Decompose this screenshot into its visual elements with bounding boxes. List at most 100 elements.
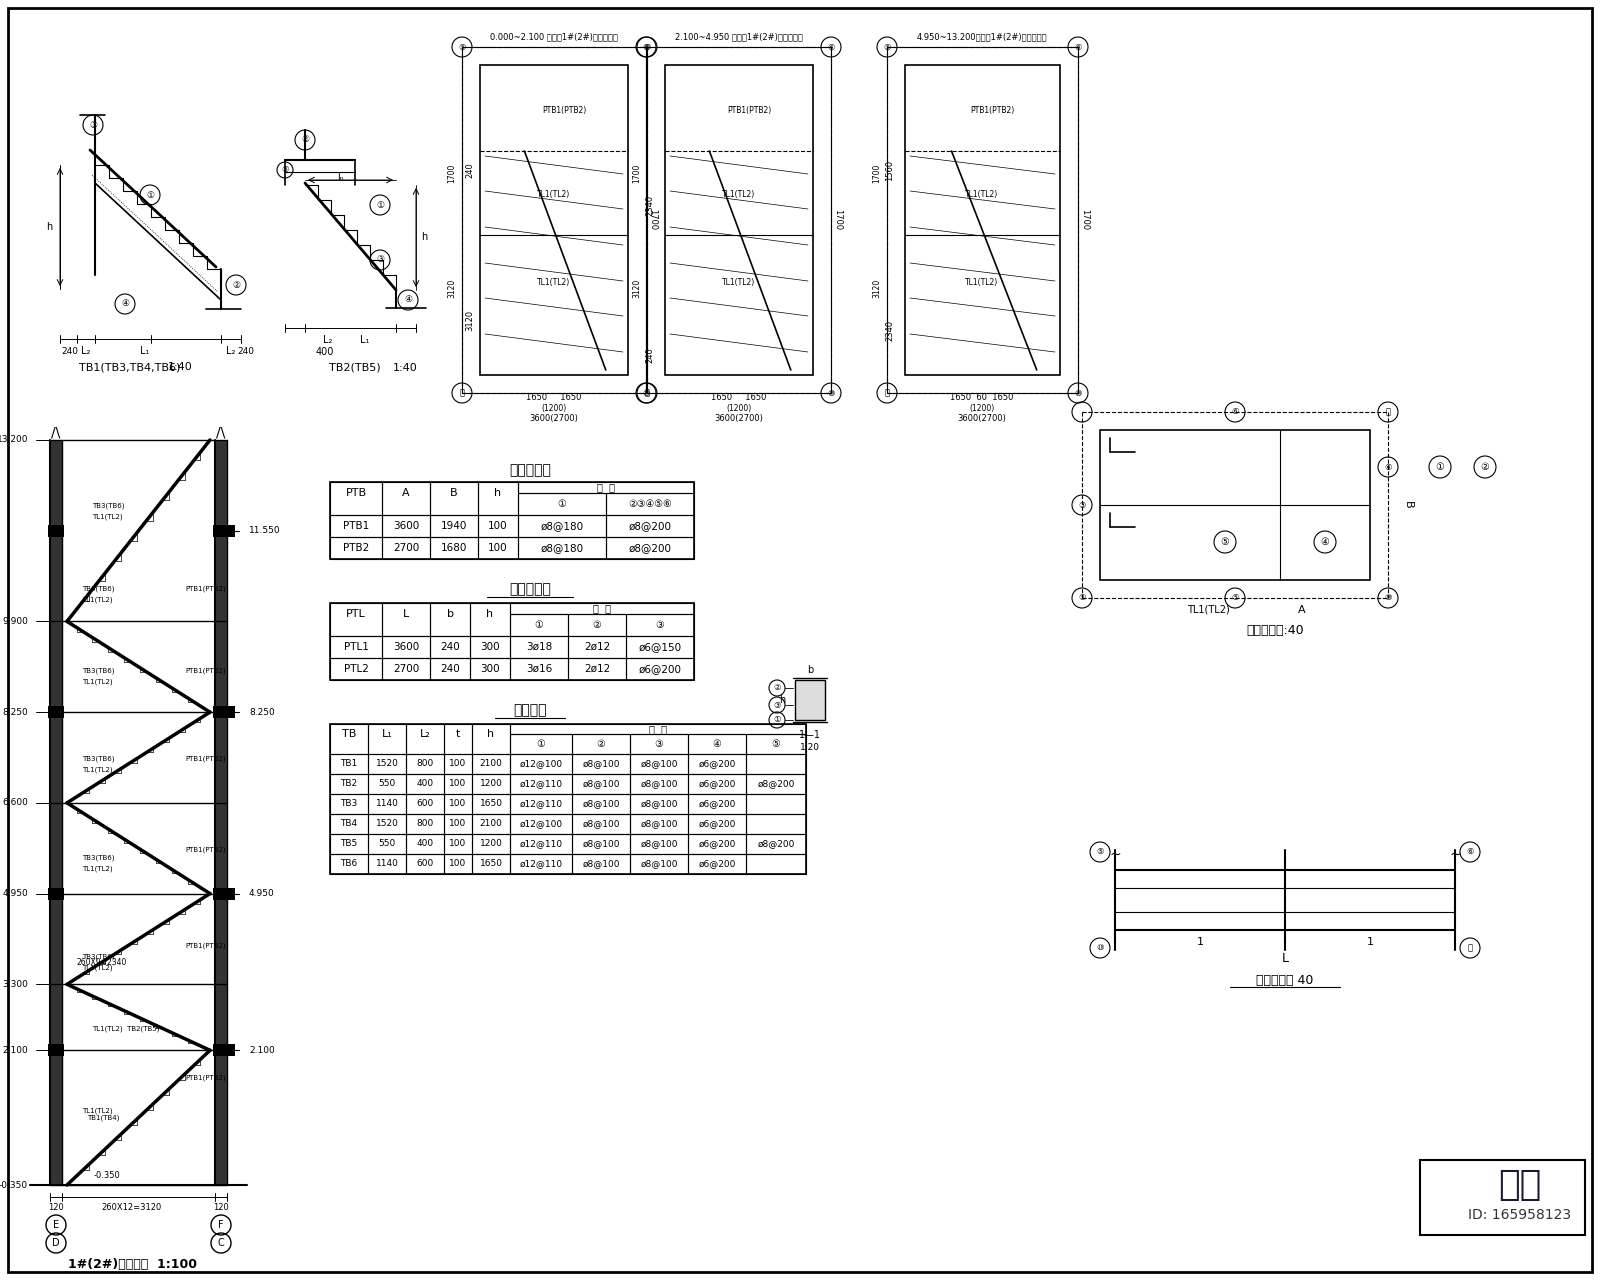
Bar — [688, 733, 746, 754]
Bar — [795, 680, 826, 719]
Text: A: A — [1298, 605, 1306, 614]
Text: ②: ② — [232, 280, 240, 289]
Bar — [568, 636, 626, 658]
Text: TL1(TL2): TL1(TL2) — [82, 596, 112, 603]
Bar — [382, 483, 430, 515]
Text: ⑤: ⑤ — [771, 739, 781, 749]
Text: 260X9=2340: 260X9=2340 — [77, 957, 126, 966]
Text: PTB2: PTB2 — [342, 543, 370, 553]
Text: 100: 100 — [450, 840, 467, 849]
Text: TB1: TB1 — [341, 759, 358, 768]
Text: ø8@200: ø8@200 — [629, 521, 672, 531]
Text: 300: 300 — [480, 664, 499, 675]
Bar — [746, 733, 806, 754]
Bar — [445, 794, 472, 814]
Text: ø8@100: ø8@100 — [582, 780, 619, 788]
Text: PTB1(PTB2): PTB1(PTB2) — [970, 106, 1014, 115]
Text: 平台板配筋:40: 平台板配筋:40 — [1246, 623, 1304, 636]
Bar — [368, 854, 406, 874]
Text: ⑥: ⑥ — [642, 42, 650, 51]
Text: ø12@110: ø12@110 — [520, 780, 563, 788]
Text: ID: 165958123: ID: 165958123 — [1469, 1208, 1571, 1222]
Text: ⑩: ⑩ — [1074, 389, 1082, 398]
Text: 1700: 1700 — [632, 164, 642, 183]
Bar — [573, 835, 630, 854]
Text: ①: ① — [376, 201, 384, 210]
Text: h: h — [488, 730, 494, 739]
Text: 3120: 3120 — [632, 279, 642, 298]
Bar — [213, 707, 235, 718]
Text: 3ø18: 3ø18 — [526, 643, 552, 652]
Bar — [48, 525, 64, 536]
Text: ø6@200: ø6@200 — [698, 819, 736, 828]
Text: PTB1: PTB1 — [342, 521, 370, 531]
Bar — [688, 854, 746, 874]
Text: ④: ④ — [403, 296, 413, 305]
Text: 1:40: 1:40 — [392, 364, 418, 372]
Text: ø12@100: ø12@100 — [520, 759, 563, 768]
Text: E: E — [53, 1220, 59, 1230]
Bar — [330, 483, 694, 559]
Bar — [330, 603, 694, 680]
Text: 1#(2#)楼梯剖面  1:100: 1#(2#)楼梯剖面 1:100 — [67, 1258, 197, 1271]
Text: ø8@100: ø8@100 — [582, 840, 619, 849]
Text: 1:40: 1:40 — [168, 362, 192, 372]
Bar — [746, 794, 806, 814]
Text: B: B — [1403, 502, 1413, 509]
Bar — [213, 1044, 235, 1056]
Bar — [472, 774, 510, 794]
Text: TB3(TB6): TB3(TB6) — [93, 503, 125, 509]
Text: ⑤: ⑤ — [1078, 594, 1086, 603]
Text: 100: 100 — [450, 800, 467, 809]
Text: 800: 800 — [416, 759, 434, 768]
Text: ø12@110: ø12@110 — [520, 859, 563, 869]
Text: ①: ① — [146, 191, 154, 200]
Text: b: b — [806, 666, 813, 675]
Bar — [518, 483, 694, 493]
Text: TL1(TL2): TL1(TL2) — [722, 191, 755, 200]
Bar — [472, 794, 510, 814]
Text: TL1(TL2): TL1(TL2) — [82, 678, 112, 685]
Text: TB2(TB5): TB2(TB5) — [330, 364, 381, 372]
Text: TL1(TL2): TL1(TL2) — [82, 865, 112, 872]
Bar — [630, 854, 688, 874]
Text: 0.000~2.100 层梯间1#(2#)结构平面图: 0.000~2.100 层梯间1#(2#)结构平面图 — [490, 32, 618, 41]
Text: 1560: 1560 — [885, 160, 894, 180]
Text: 1650: 1650 — [480, 800, 502, 809]
Text: ⑩: ⑩ — [642, 389, 650, 398]
Text: L: L — [403, 609, 410, 620]
Text: TB1(TB3,TB4,TB6): TB1(TB3,TB4,TB6) — [80, 362, 181, 372]
Bar — [330, 774, 368, 794]
Bar — [430, 483, 478, 515]
Bar — [368, 774, 406, 794]
Bar — [382, 515, 430, 538]
Text: 240: 240 — [440, 643, 459, 652]
Text: 9.900: 9.900 — [2, 617, 29, 626]
Text: ø8@100: ø8@100 — [582, 859, 619, 869]
Bar — [886, 47, 1078, 393]
Text: ③: ③ — [90, 120, 98, 129]
Bar — [430, 603, 470, 636]
Text: 1700: 1700 — [648, 210, 658, 230]
Text: 斜板信息: 斜板信息 — [514, 703, 547, 717]
Text: TB3(TB6): TB3(TB6) — [82, 668, 115, 675]
Text: L₂: L₂ — [226, 346, 235, 356]
Text: 240: 240 — [237, 347, 254, 356]
Text: L: L — [1282, 951, 1288, 965]
Text: PTB1(PTB2): PTB1(PTB2) — [186, 942, 226, 948]
Bar — [568, 658, 626, 680]
Text: 100: 100 — [450, 819, 467, 828]
Text: TB1(TB4): TB1(TB4) — [86, 1115, 120, 1121]
Text: ⑩: ⑩ — [827, 389, 835, 398]
Text: PTB1(PTB2): PTB1(PTB2) — [186, 585, 226, 591]
Text: 3600(2700): 3600(2700) — [530, 415, 579, 424]
Bar — [626, 614, 694, 636]
Bar — [480, 65, 627, 375]
Text: 120: 120 — [48, 1202, 64, 1211]
Bar — [330, 515, 382, 538]
Bar — [330, 835, 368, 854]
Text: ③: ③ — [656, 620, 664, 630]
Text: ①: ① — [558, 499, 566, 509]
Text: 100: 100 — [450, 759, 467, 768]
Bar — [368, 814, 406, 835]
